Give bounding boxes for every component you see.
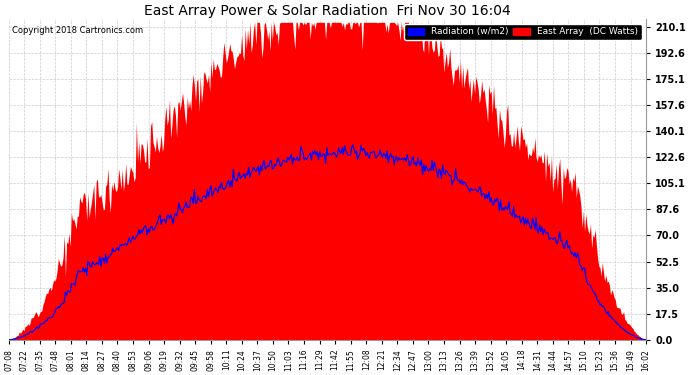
Legend: Radiation (w/m2), East Array  (DC Watts): Radiation (w/m2), East Array (DC Watts)	[404, 24, 642, 40]
Title: East Array Power & Solar Radiation  Fri Nov 30 16:04: East Array Power & Solar Radiation Fri N…	[144, 4, 511, 18]
Text: Copyright 2018 Cartronics.com: Copyright 2018 Cartronics.com	[12, 26, 143, 35]
